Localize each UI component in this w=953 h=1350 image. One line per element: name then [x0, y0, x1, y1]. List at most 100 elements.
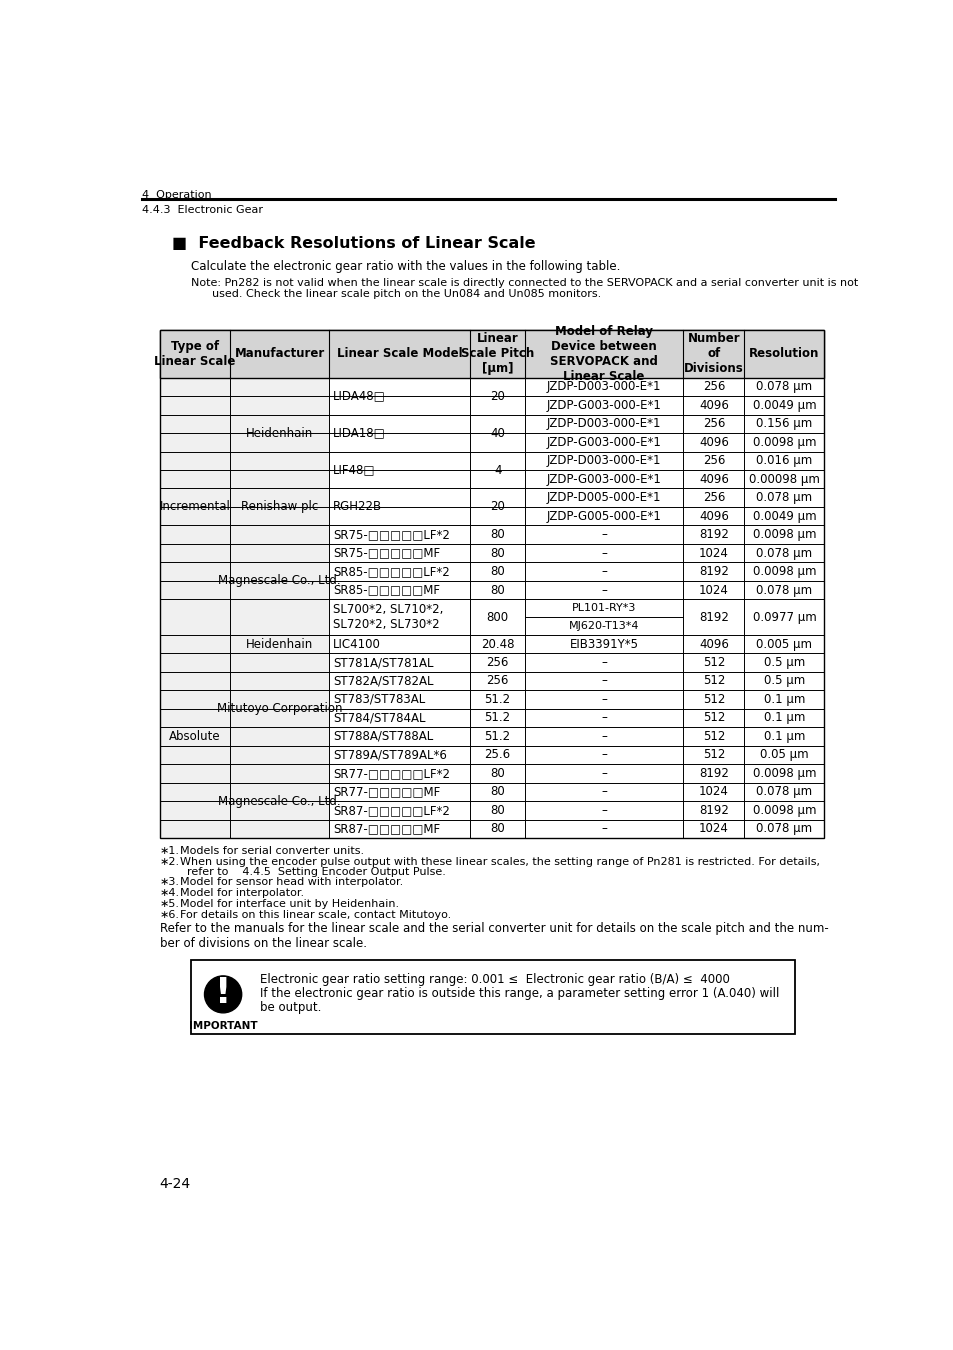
Text: –: – [600, 822, 606, 836]
Text: Model for interpolator.: Model for interpolator. [173, 888, 304, 898]
Text: –: – [600, 656, 606, 670]
Text: LIDA48□: LIDA48□ [333, 390, 385, 402]
Text: 800: 800 [486, 610, 508, 624]
Text: SR75-□□□□□LF*2: SR75-□□□□□LF*2 [333, 528, 450, 541]
Text: –: – [600, 693, 606, 706]
Text: Magnescale Co., Ltd.: Magnescale Co., Ltd. [218, 795, 340, 807]
Text: 0.0049 μm: 0.0049 μm [752, 510, 816, 522]
Text: 0.0977 μm: 0.0977 μm [752, 610, 816, 624]
Text: MJ620-T13*4: MJ620-T13*4 [568, 621, 639, 630]
Text: Electronic gear ratio setting range: 0.001 ≤  Electronic gear ratio (B/A) ≤  400: Electronic gear ratio setting range: 0.0… [260, 973, 729, 985]
Text: When using the encoder pulse output with these linear scales, the setting range : When using the encoder pulse output with… [173, 856, 820, 867]
Text: –: – [600, 547, 606, 560]
Text: 0.0098 μm: 0.0098 μm [752, 803, 816, 817]
Text: JZDP-D003-000-E*1: JZDP-D003-000-E*1 [546, 454, 660, 467]
Text: 512: 512 [702, 748, 724, 761]
Text: JZDP-G003-000-E*1: JZDP-G003-000-E*1 [546, 398, 660, 412]
Text: JZDP-G005-000-E*1: JZDP-G005-000-E*1 [546, 510, 660, 522]
Text: ∗5.: ∗5. [159, 899, 179, 909]
Text: SR87-□□□□□LF*2: SR87-□□□□□LF*2 [333, 803, 450, 817]
Text: 0.005 μm: 0.005 μm [756, 637, 812, 651]
Text: Model of Relay
Device between
SERVOPACK and
Linear Scale: Model of Relay Device between SERVOPACK … [550, 325, 658, 383]
Text: Manufacturer: Manufacturer [234, 347, 324, 360]
Text: 256: 256 [702, 381, 724, 393]
Text: LIC4100: LIC4100 [333, 637, 380, 651]
Text: 0.078 μm: 0.078 μm [756, 822, 812, 836]
Text: 4096: 4096 [699, 472, 728, 486]
Text: SL700*2, SL710*2,
SL720*2, SL730*2: SL700*2, SL710*2, SL720*2, SL730*2 [333, 603, 443, 630]
Text: Linear Scale Model: Linear Scale Model [336, 347, 462, 360]
Text: 20: 20 [490, 501, 504, 513]
Circle shape [204, 976, 241, 1012]
Text: 256: 256 [702, 491, 724, 504]
Bar [159, 378, 329, 489]
Text: JZDP-G003-000-E*1: JZDP-G003-000-E*1 [546, 436, 660, 448]
Text: 80: 80 [490, 786, 504, 798]
Text: –: – [600, 675, 606, 687]
Text: ST782A/ST782AL: ST782A/ST782AL [333, 675, 433, 687]
Bar [159, 489, 329, 525]
Text: 512: 512 [702, 711, 724, 725]
Text: 0.0049 μm: 0.0049 μm [752, 398, 816, 412]
Text: 80: 80 [490, 528, 504, 541]
Text: SR77-□□□□□LF*2: SR77-□□□□□LF*2 [333, 767, 450, 780]
Text: 20: 20 [490, 390, 504, 402]
Text: IMPORTANT: IMPORTANT [189, 1022, 257, 1031]
Text: SR75-□□□□□MF: SR75-□□□□□MF [333, 547, 439, 560]
Text: LIF48□: LIF48□ [333, 463, 375, 477]
Bar [159, 378, 230, 634]
Text: 0.156 μm: 0.156 μm [756, 417, 812, 431]
Text: 4096: 4096 [699, 436, 728, 448]
Text: be output.: be output. [260, 1000, 321, 1014]
Text: 80: 80 [490, 583, 504, 597]
Text: 0.0098 μm: 0.0098 μm [752, 436, 816, 448]
Text: 80: 80 [490, 822, 504, 836]
Text: 0.078 μm: 0.078 μm [756, 786, 812, 798]
Text: 8192: 8192 [699, 803, 728, 817]
Text: ∗6.: ∗6. [159, 910, 179, 919]
Text: Mitutoyo Corporation: Mitutoyo Corporation [216, 702, 342, 716]
Text: Absolute: Absolute [169, 730, 220, 742]
Text: Heidenhain: Heidenhain [246, 637, 313, 651]
Text: 51.2: 51.2 [484, 693, 510, 706]
Text: 4-24: 4-24 [159, 1177, 191, 1191]
Bar [159, 764, 329, 838]
Text: –: – [600, 786, 606, 798]
Text: 256: 256 [702, 417, 724, 431]
Text: –: – [600, 528, 606, 541]
Text: 0.078 μm: 0.078 μm [756, 547, 812, 560]
Text: Magnescale Co., Ltd.: Magnescale Co., Ltd. [218, 574, 340, 587]
Text: ST784/ST784AL: ST784/ST784AL [333, 711, 425, 725]
Text: 51.2: 51.2 [484, 730, 510, 742]
Text: 0.016 μm: 0.016 μm [756, 454, 812, 467]
Text: For details on this linear scale, contact Mitutoyo.: For details on this linear scale, contac… [173, 910, 452, 919]
Text: –: – [600, 711, 606, 725]
Bar [191, 960, 794, 1034]
Text: SR87-□□□□□MF: SR87-□□□□□MF [333, 822, 439, 836]
Text: ∗4.: ∗4. [159, 888, 179, 898]
Text: Resolution: Resolution [748, 347, 819, 360]
Text: 51.2: 51.2 [484, 711, 510, 725]
Bar [159, 329, 823, 378]
Text: 512: 512 [702, 693, 724, 706]
Text: Refer to the manuals for the linear scale and the serial converter unit for deta: Refer to the manuals for the linear scal… [159, 922, 827, 950]
Text: SR77-□□□□□MF: SR77-□□□□□MF [333, 786, 439, 798]
Text: Model for interface unit by Heidenhain.: Model for interface unit by Heidenhain. [173, 899, 399, 909]
Text: 25.6: 25.6 [484, 748, 510, 761]
Text: ∗1.: ∗1. [159, 845, 179, 856]
Text: 0.1 μm: 0.1 μm [763, 693, 804, 706]
Text: JZDP-G003-000-E*1: JZDP-G003-000-E*1 [546, 472, 660, 486]
Text: 1024: 1024 [699, 822, 728, 836]
Text: 40: 40 [490, 427, 504, 440]
Text: Model for sensor head with interpolator.: Model for sensor head with interpolator. [173, 878, 403, 887]
Text: 256: 256 [486, 656, 508, 670]
Text: 4096: 4096 [699, 637, 728, 651]
Text: If the electronic gear ratio is outside this range, a parameter setting error 1 : If the electronic gear ratio is outside … [260, 987, 779, 999]
Text: 0.00098 μm: 0.00098 μm [748, 472, 819, 486]
Text: 0.5 μm: 0.5 μm [763, 656, 804, 670]
Text: 0.078 μm: 0.078 μm [756, 491, 812, 504]
Text: 0.0098 μm: 0.0098 μm [752, 566, 816, 578]
Text: Heidenhain: Heidenhain [246, 427, 313, 440]
Text: –: – [600, 730, 606, 742]
Text: 8192: 8192 [699, 610, 728, 624]
